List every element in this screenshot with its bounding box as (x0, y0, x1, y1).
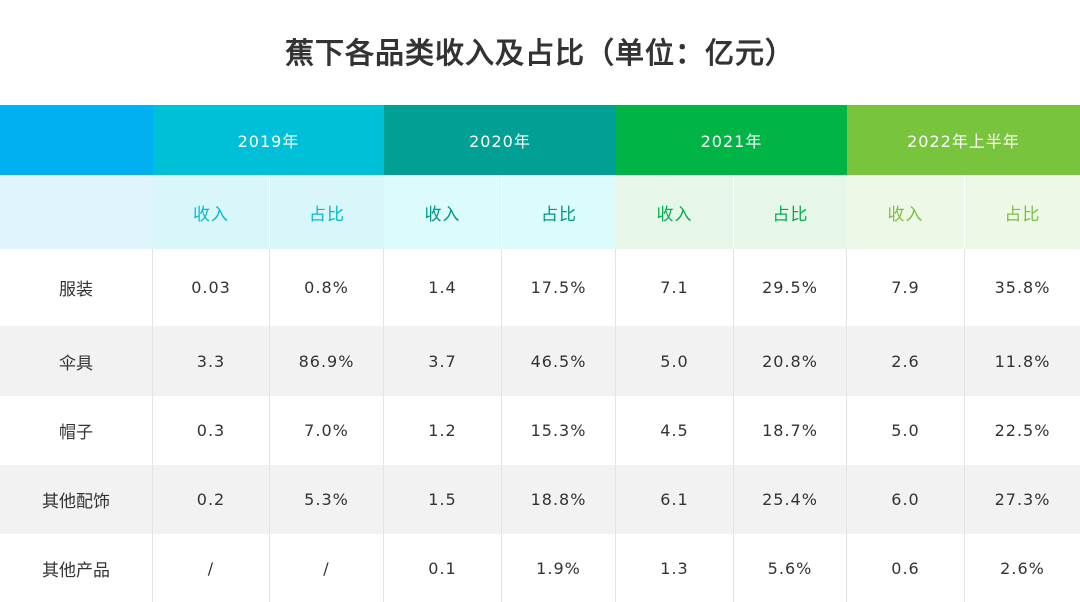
table-cell: 0.03 (153, 249, 270, 326)
table-cell: / (153, 534, 270, 602)
row-label-other-accessories: 其他配饰 (0, 465, 153, 534)
table-cell: 0.6 (847, 534, 965, 602)
table-cell: 1.5 (384, 465, 502, 534)
table-cell: 0.1 (384, 534, 502, 602)
table-cell: / (270, 534, 384, 602)
table-cell: 20.8% (734, 326, 847, 396)
table-cell: 17.5% (502, 249, 616, 326)
year-header-2022h1: 2022年上半年 (847, 105, 1080, 175)
table-cell: 4.5 (616, 396, 734, 465)
row-label-other-products: 其他产品 (0, 534, 153, 602)
table-cell: 7.0% (270, 396, 384, 465)
row-label-hats: 帽子 (0, 396, 153, 465)
subheader-income-2019: 收入 (153, 175, 270, 249)
table-cell: 2.6% (1000, 558, 1045, 578)
table-cell: 46.5% (502, 326, 616, 396)
row-label-clothing: 服装 (0, 249, 153, 326)
subheader-share-2019: 占比 (270, 175, 384, 249)
subheader-income-2022h1: 收入 (847, 175, 965, 249)
subheader-income-2021: 收入 (616, 175, 734, 249)
header-corner (0, 105, 153, 175)
table-cell: 0.2 (153, 465, 270, 534)
table-title: 蕉下各品类收入及占比（单位：亿元） (284, 36, 795, 70)
table-cell: 6.1 (616, 465, 734, 534)
table-cell: 2.6 (847, 326, 965, 396)
subheader-share-2022h1: 占比 (965, 175, 1080, 249)
year-header-2021: 2021年 (616, 105, 847, 175)
subheader-share-2021: 占比 (734, 175, 847, 249)
table-cell: 5.0 (616, 326, 734, 396)
subheader-income-2020: 收入 (384, 175, 502, 249)
table-cell: 18.8% (502, 465, 616, 534)
table-cell: 5.3% (270, 465, 384, 534)
table-cell: 86.9% (270, 326, 384, 396)
table-cell: 25.4% (734, 465, 847, 534)
year-header-2019: 2019年 (153, 105, 384, 175)
table-cell: 7.9 (847, 249, 965, 326)
table-cell: 7.1 (616, 249, 734, 326)
table-cell: 5.6% (734, 534, 847, 602)
table-cell: 5.0 (847, 396, 965, 465)
table-cell: 18.7% (734, 396, 847, 465)
table-cell: 27.3% (965, 465, 1080, 534)
table-cell: 29.5% (734, 249, 847, 326)
table-cell: 1.4 (384, 249, 502, 326)
table-cell: 35.8% (994, 278, 1051, 297)
table-cell: 1.3 (616, 534, 734, 602)
table-cell: 6.0 (847, 465, 965, 534)
subheader-corner (0, 175, 153, 249)
table-cell: 11.8% (965, 326, 1080, 396)
table-cell: 1.2 (384, 396, 502, 465)
table-cell: 15.3% (502, 396, 616, 465)
table-cell: 0.3 (153, 396, 270, 465)
year-header-2020: 2020年 (384, 105, 616, 175)
table-cell: 3.7 (384, 326, 502, 396)
subheader-share-2020: 占比 (502, 175, 616, 249)
row-label-umbrella: 伞具 (0, 326, 153, 396)
table-cell: 0.8% (270, 249, 384, 326)
table-cell: 1.9% (502, 534, 616, 602)
revenue-table: 2019年 2020年 2021年 2022年上半年 收入 占比 收入 占比 收… (0, 105, 1080, 602)
table-cell: 22.5% (994, 421, 1051, 440)
table-cell: 3.3 (153, 326, 270, 396)
